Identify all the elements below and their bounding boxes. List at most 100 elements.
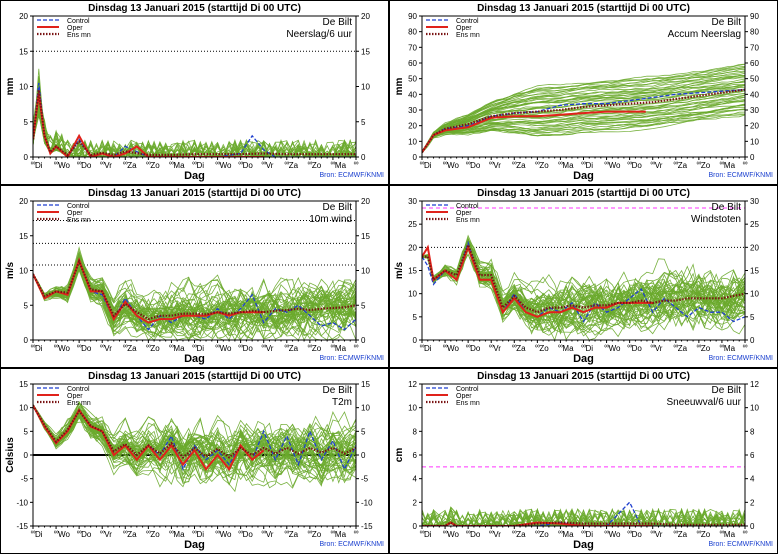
x-day-label: Wo — [220, 161, 232, 170]
y2-tick-label: -5 — [361, 475, 369, 484]
source-label: Bron: ECMWF/KNMI — [319, 541, 384, 548]
panel-header-title: Dinsdag 13 Januari 2015 (starttijd Di 00… — [477, 188, 690, 199]
panel-header-title: Dinsdag 13 Januari 2015 (starttijd Di 00… — [88, 371, 301, 382]
y-tick-label: 50 — [408, 75, 417, 84]
x-day-label: Vr — [266, 161, 274, 170]
y-tick-label: 5 — [24, 427, 29, 436]
legend-control-label: Control — [456, 386, 479, 393]
midnight-marker: ∞ — [673, 529, 678, 536]
midnight-marker: ∞ — [54, 343, 59, 350]
midnight-marker: ∞ — [558, 529, 563, 536]
ensemble-member-line — [33, 77, 356, 157]
source-label: Bron: ECMWF/KNMI — [708, 172, 773, 179]
midnight-marker: ∞ — [719, 160, 724, 167]
location-label: De Bilt — [712, 17, 742, 28]
x-day-label: Do — [81, 344, 92, 353]
y2-tick-label: 0 — [750, 522, 755, 531]
y-tick-label: 60 — [408, 59, 417, 68]
midnight-marker: ∞ — [696, 529, 701, 536]
y-tick-label: 2 — [413, 498, 418, 507]
y-tick-label: 0 — [413, 153, 418, 162]
midnight-marker: ∞ — [100, 343, 105, 350]
x-day-label: Wo — [447, 530, 459, 539]
ensemble-member-line — [33, 111, 356, 157]
midnight-marker: ∞ — [31, 343, 36, 350]
x-day-label: Ma — [562, 161, 574, 170]
midnight-marker: ∞ — [123, 529, 128, 536]
x-day-label: Vr — [655, 344, 663, 353]
x-day-label: Di — [424, 344, 432, 353]
x-day-label: Vr — [655, 161, 663, 170]
x-day-label: Do — [243, 530, 254, 539]
y2-tick-label: 0 — [361, 336, 366, 345]
x-day-label: Vr — [493, 161, 501, 170]
y2-tick-label: 8 — [750, 427, 755, 436]
x-day-label: Wo — [58, 344, 70, 353]
legend-control-label: Control — [67, 18, 90, 25]
x-day-label: Wo — [220, 344, 232, 353]
oper-series-line — [422, 244, 653, 318]
y2-tick-label: 10 — [361, 267, 370, 276]
midnight-marker: ∞ — [627, 529, 632, 536]
ens-mean-series-line — [422, 88, 745, 153]
midnight-marker: ∞ — [330, 343, 335, 350]
y-tick-label: 10 — [19, 267, 28, 276]
y2-tick-label: 70 — [750, 43, 759, 52]
y2-tick-label: 5 — [361, 301, 366, 310]
midnight-marker: ∞ — [604, 160, 609, 167]
y2-tick-label: 4 — [750, 475, 755, 484]
ensemble-member-line — [422, 508, 745, 526]
panel-title: Accum Neerslag — [668, 29, 741, 40]
legend-oper-label: Oper — [456, 210, 472, 217]
ensemble-member-line — [33, 100, 356, 157]
x-day-label: Wo — [58, 161, 70, 170]
y-tick-label: 20 — [19, 197, 28, 206]
midnight-marker: ∞ — [581, 343, 586, 350]
midnight-marker: ∞ — [261, 343, 266, 350]
ensemble-member-line — [422, 240, 745, 328]
ensemble-member-line — [33, 405, 356, 493]
y-tick-label: 0 — [24, 336, 29, 345]
legend-oper-label: Oper — [67, 25, 83, 32]
midnight-marker: ∞ — [420, 529, 425, 536]
x-day-label: Za — [289, 344, 299, 353]
y2-tick-label: 15 — [750, 267, 759, 276]
midnight-marker: ∞ — [284, 160, 289, 167]
y2-tick-label: 0 — [361, 153, 366, 162]
source-label: Bron: ECMWF/KNMI — [319, 355, 384, 362]
midnight-marker: ∞ — [535, 343, 540, 350]
y-tick-label: 15 — [19, 47, 28, 56]
legend-oper-label: Oper — [67, 393, 83, 400]
y2-tick-label: 0 — [750, 336, 755, 345]
ens-mean-series-line — [33, 258, 356, 321]
midnight-marker: ∞ — [489, 160, 494, 167]
midnight-marker: ∞ — [650, 160, 655, 167]
x-day-label: Di — [586, 344, 594, 353]
midnight-marker: ∞ — [146, 529, 151, 536]
x-day-label: Za — [516, 161, 526, 170]
x-day-label: Di — [35, 344, 43, 353]
x-day-label: Wo — [220, 530, 232, 539]
y2-tick-label: 60 — [750, 59, 759, 68]
y-tick-label: 20 — [408, 243, 417, 252]
midnight-marker: ∞ — [719, 343, 724, 350]
y2-tick-label: 30 — [750, 197, 759, 206]
x-day-label: Di — [424, 530, 432, 539]
midnight-marker: ∞ — [420, 160, 425, 167]
ensemble-member-line — [422, 108, 745, 152]
midnight-marker: ∞ — [489, 343, 494, 350]
x-day-label: Ma — [724, 161, 736, 170]
x-day-label: Di — [197, 161, 205, 170]
x-day-label: Wo — [447, 161, 459, 170]
midnight-marker: ∞ — [354, 343, 359, 350]
x-day-label: Do — [81, 161, 92, 170]
legend-ens-mn-label: Ens mn — [67, 217, 91, 224]
ensemble-member-line — [422, 111, 745, 152]
y-axis-label: cm — [394, 448, 405, 463]
y2-tick-label: 20 — [750, 243, 759, 252]
y2-tick-label: 0 — [361, 451, 366, 460]
x-day-label: Za — [127, 530, 137, 539]
y2-tick-label: 6 — [750, 451, 755, 460]
ensemble-member-line — [422, 69, 745, 153]
y-tick-label: 8 — [413, 427, 418, 436]
